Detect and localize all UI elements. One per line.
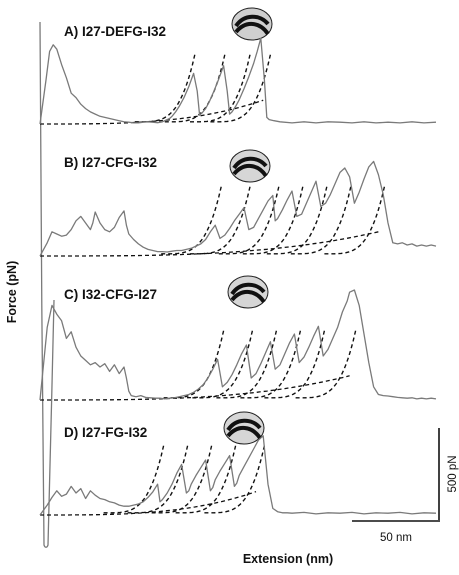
wlc-fit-curve-7 — [324, 186, 386, 255]
panel-b: B) I27-CFG-I32 — [39, 149, 437, 257]
wlc-fit-curve-2 — [164, 54, 226, 123]
wlc-fit-curve-2 — [190, 186, 251, 255]
wlc-fit-curve-5 — [204, 445, 266, 514]
wlc-fit-curve-1 — [134, 54, 196, 123]
panel-c: C) I32-CFG-I27 — [39, 275, 437, 401]
approach-curve — [39, 21, 55, 548]
wlc-fit-curve-3 — [190, 54, 251, 123]
panel-b-label: B) I27-CFG-I32 — [64, 155, 157, 170]
wlc-fit-curve-2 — [192, 330, 254, 399]
panel-d-label: D) I27-FG-I32 — [64, 425, 147, 440]
extension-scale-label: 50 nm — [380, 532, 412, 544]
panel-a-label: A) I27-DEFG-I32 — [64, 24, 166, 39]
panel-c-label: C) I32-CFG-I27 — [64, 287, 157, 302]
wlc-fit-curve-3 — [218, 186, 280, 255]
wlc-baseline-curve — [40, 231, 379, 257]
wlc-fit-curve-4 — [242, 186, 304, 255]
panel-a: A) I27-DEFG-I32 — [39, 7, 437, 125]
force-scale-label: 500 pN — [447, 455, 459, 492]
force-trace-line — [39, 37, 437, 125]
wlc-fit-curve-1 — [161, 186, 222, 255]
wlc-fit-curve-3 — [216, 330, 278, 399]
protein-structure-icon — [231, 7, 273, 41]
force-trace-line — [39, 435, 437, 516]
wlc-fit-curve-1 — [103, 445, 165, 514]
x-axis-label: Extension (nm) — [243, 552, 333, 566]
wlc-fit-curve-4 — [210, 54, 272, 123]
wlc-fit-curve-4 — [175, 445, 237, 514]
panel-d: D) I27-FG-I32 — [39, 411, 437, 516]
protein-structure-icon — [223, 411, 265, 445]
wlc-fit-curve-5 — [266, 186, 328, 255]
wlc-baseline-curve — [40, 99, 264, 125]
protein-structure-icon — [229, 149, 271, 183]
wlc-fit-curve-4 — [240, 330, 302, 399]
wlc-baseline-curve — [40, 375, 350, 401]
wlc-fit-curve-5 — [264, 330, 326, 399]
wlc-fit-curve-3 — [151, 445, 213, 514]
protein-structure-icon — [227, 275, 269, 309]
wlc-fit-curve-6 — [290, 186, 352, 255]
force-trace-line — [39, 160, 437, 257]
force-trace-line — [39, 289, 437, 401]
wlc-fit-curve-2 — [127, 445, 189, 514]
y-axis-label: Force (pN) — [5, 261, 19, 324]
wlc-fit-curve-6 — [295, 330, 357, 399]
wlc-baseline-curve — [40, 490, 257, 516]
